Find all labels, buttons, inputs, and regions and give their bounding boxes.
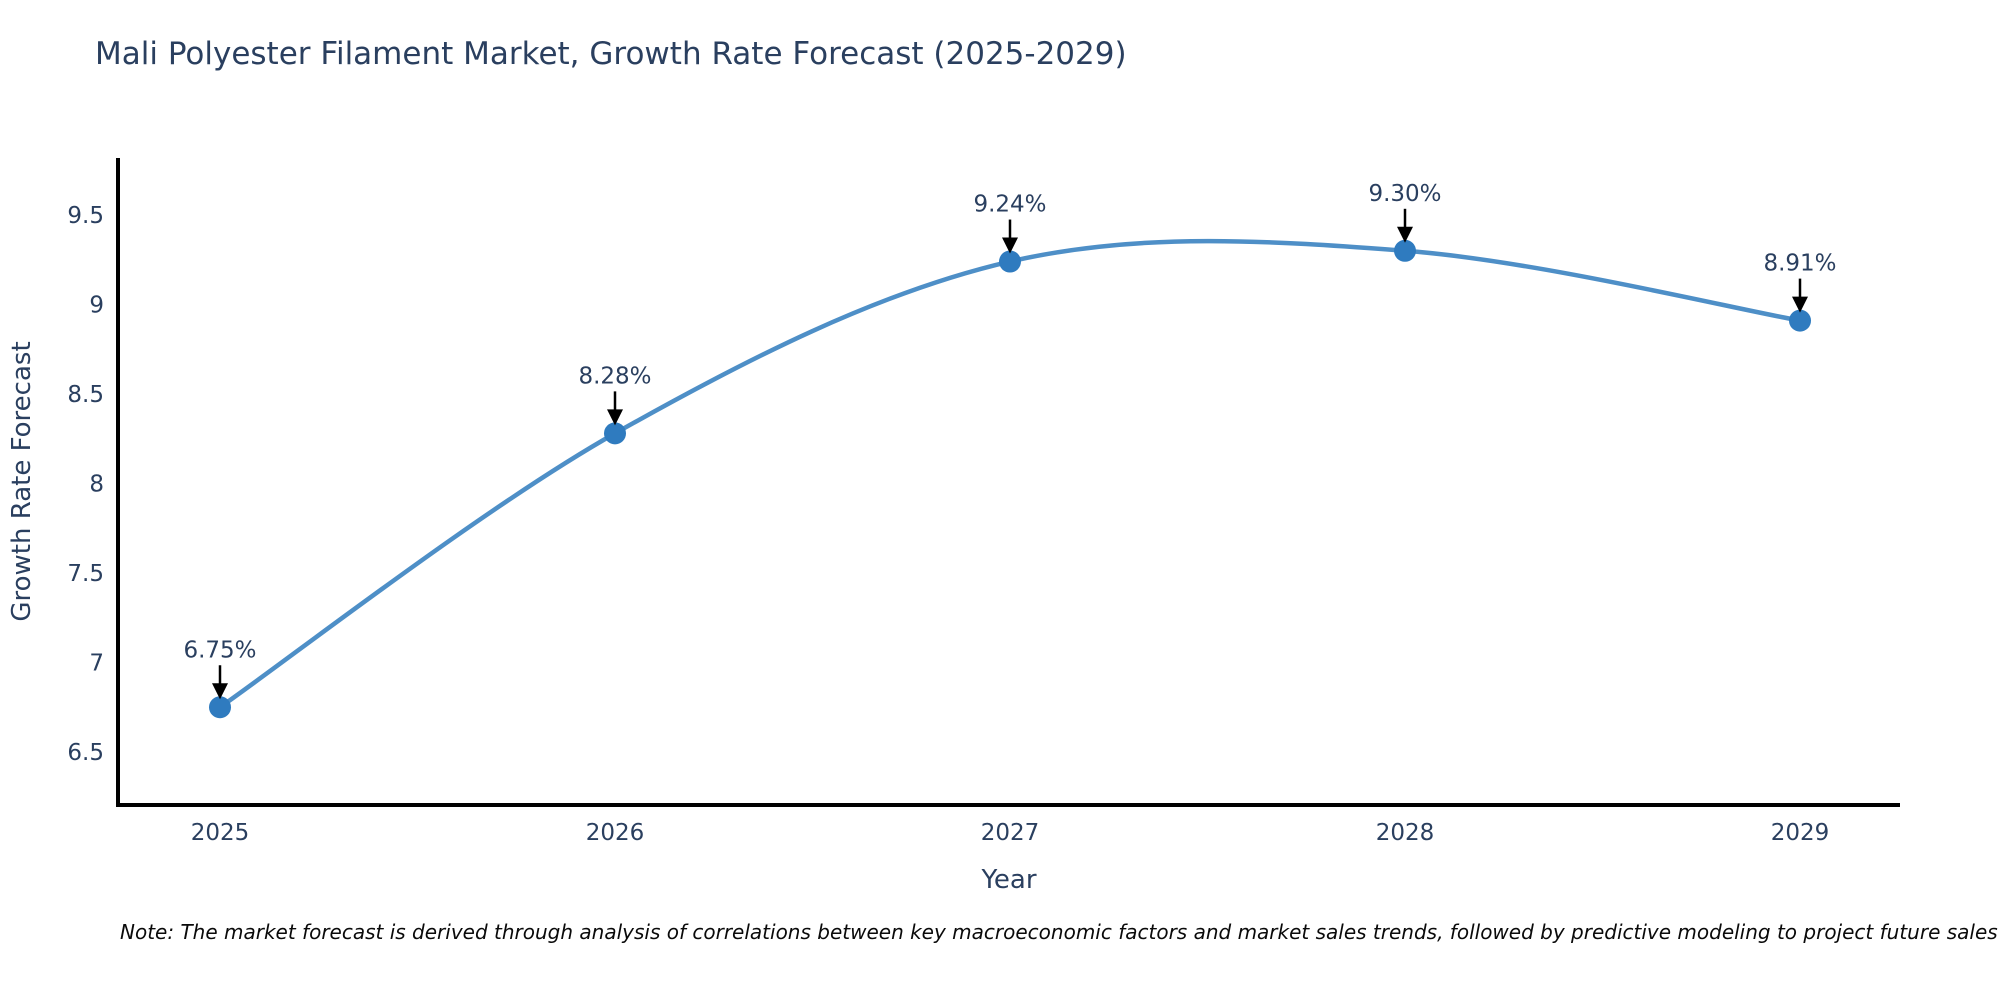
chart-title: Mali Polyester Filament Market, Growth R… <box>95 36 1127 72</box>
y-tick-label: 8.5 <box>67 382 104 408</box>
annotation-arrowhead <box>1397 226 1413 243</box>
annotation-arrowhead <box>1002 237 1018 254</box>
axis-lines <box>116 158 1900 807</box>
data-point-marker <box>209 696 231 719</box>
annotation-label: 9.24% <box>973 192 1046 218</box>
trend-line <box>217 238 1803 710</box>
annotation-arrowhead <box>1792 296 1808 313</box>
y-tick-label: 9 <box>89 293 104 319</box>
data-point-marker <box>999 250 1021 273</box>
y-tick-label: 7 <box>89 651 104 677</box>
x-tick-label: 2028 <box>1376 820 1435 846</box>
annotation-label: 8.28% <box>578 363 651 389</box>
annotation-arrowhead <box>607 409 623 426</box>
y-axis-title: Growth Rate Forecast <box>7 341 37 621</box>
x-tick-label: 2026 <box>586 820 645 846</box>
footnote: Note: The market forecast is derived thr… <box>120 920 1998 944</box>
x-tick-label: 2029 <box>1771 820 1830 846</box>
annotation-label: 9.30% <box>1368 181 1441 207</box>
annotation-arrowhead <box>212 683 228 700</box>
y-tick-label: 7.5 <box>67 561 104 587</box>
data-point-marker <box>1394 239 1416 262</box>
y-tick-label: 9.5 <box>67 203 104 229</box>
x-tick-label: 2025 <box>191 820 250 846</box>
x-axis-title: Year <box>980 865 1036 895</box>
data-point-marker <box>604 422 626 445</box>
y-tick-label: 6.5 <box>67 740 104 766</box>
x-tick-label: 2027 <box>981 820 1040 846</box>
annotation-label: 6.75% <box>183 637 256 663</box>
data-point-marker <box>1789 309 1811 332</box>
annotation-label: 8.91% <box>1763 251 1836 277</box>
y-tick-label: 8 <box>89 472 104 498</box>
